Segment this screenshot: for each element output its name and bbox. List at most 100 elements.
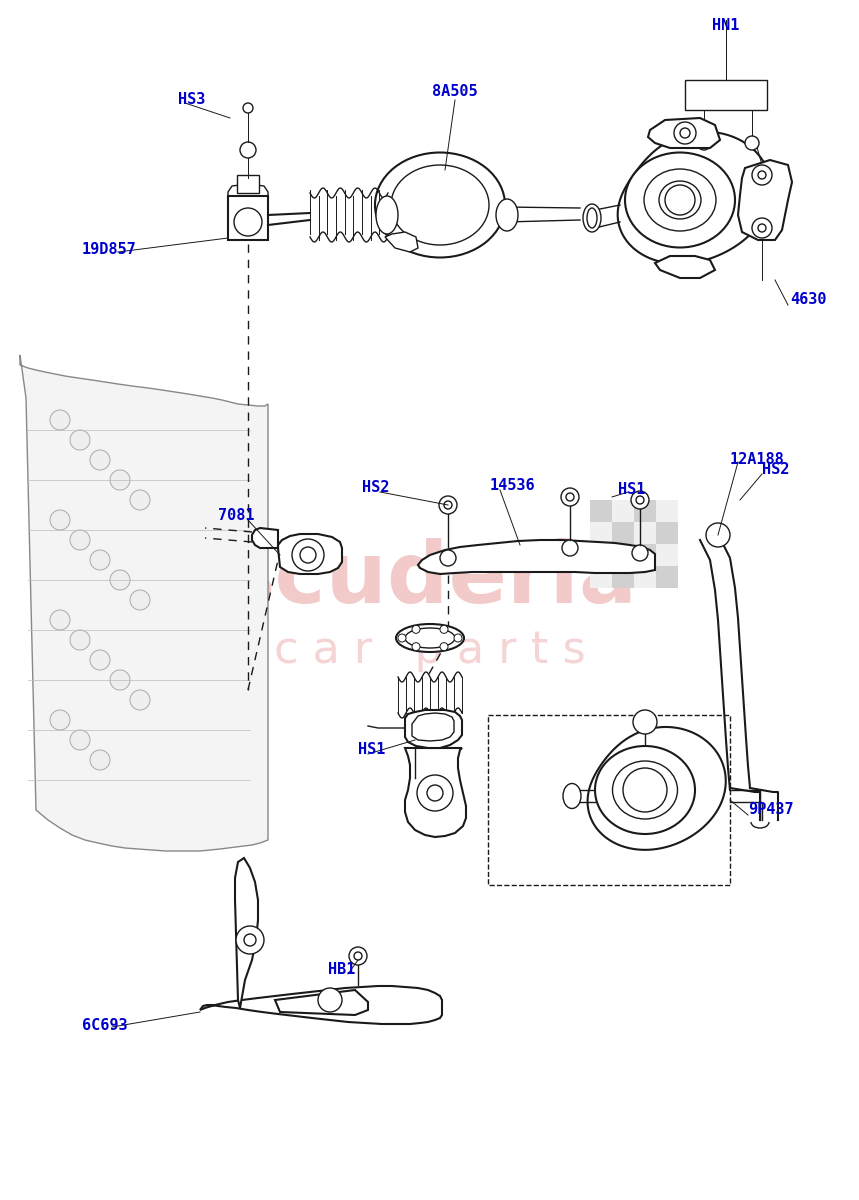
Circle shape (50, 410, 70, 430)
Ellipse shape (612, 761, 678, 818)
Polygon shape (588, 727, 726, 850)
Circle shape (758, 170, 766, 179)
Bar (590, 522, 612, 544)
Text: 6C693: 6C693 (82, 1018, 128, 1032)
Bar (634, 500, 656, 522)
Bar (612, 500, 634, 522)
Circle shape (130, 490, 150, 510)
Bar (590, 566, 612, 588)
Text: HS2: HS2 (762, 462, 789, 478)
Bar (634, 544, 656, 566)
Circle shape (398, 634, 406, 642)
Bar (656, 544, 678, 566)
Ellipse shape (625, 152, 735, 247)
Circle shape (412, 625, 420, 634)
Polygon shape (648, 118, 720, 148)
Polygon shape (228, 196, 268, 240)
Circle shape (632, 545, 648, 560)
Circle shape (90, 450, 110, 470)
Ellipse shape (563, 784, 581, 809)
Circle shape (50, 710, 70, 730)
Polygon shape (655, 256, 715, 278)
Polygon shape (385, 232, 418, 252)
Bar (685, 80, 767, 110)
Bar (612, 522, 634, 544)
Polygon shape (405, 710, 462, 748)
Circle shape (234, 208, 262, 236)
Ellipse shape (405, 628, 455, 648)
Circle shape (50, 510, 70, 530)
Bar (634, 522, 656, 544)
Circle shape (752, 164, 772, 185)
Polygon shape (738, 160, 792, 240)
Bar (590, 544, 612, 566)
Polygon shape (20, 355, 268, 851)
Text: 4630: 4630 (790, 293, 826, 307)
Text: HN1: HN1 (712, 18, 740, 32)
Bar (590, 500, 612, 522)
Circle shape (354, 952, 362, 960)
Polygon shape (228, 184, 268, 196)
Circle shape (349, 947, 367, 965)
Circle shape (90, 750, 110, 770)
Circle shape (130, 690, 150, 710)
Text: 9P437: 9P437 (748, 803, 794, 817)
Circle shape (752, 218, 772, 238)
Text: HS2: HS2 (362, 480, 389, 496)
Bar (656, 522, 678, 544)
Ellipse shape (496, 199, 518, 230)
Bar (656, 500, 678, 522)
Circle shape (623, 768, 667, 812)
Polygon shape (700, 538, 750, 790)
Bar (237, 175, 259, 193)
Circle shape (562, 540, 578, 556)
Circle shape (244, 934, 256, 946)
Circle shape (70, 630, 90, 650)
Bar (656, 566, 678, 588)
Text: 14536: 14536 (490, 479, 536, 493)
Circle shape (439, 496, 457, 514)
Ellipse shape (375, 152, 505, 258)
Circle shape (444, 502, 452, 509)
Circle shape (561, 488, 579, 506)
Polygon shape (405, 748, 466, 838)
Circle shape (758, 224, 766, 232)
Bar (612, 544, 634, 566)
Text: 8A505: 8A505 (432, 84, 478, 100)
Circle shape (236, 926, 264, 954)
Circle shape (318, 988, 342, 1012)
Circle shape (90, 650, 110, 670)
Text: HS1: HS1 (358, 743, 386, 757)
Polygon shape (275, 990, 368, 1015)
Circle shape (130, 590, 150, 610)
Ellipse shape (644, 169, 716, 230)
Ellipse shape (396, 624, 464, 652)
Ellipse shape (583, 204, 601, 232)
Polygon shape (618, 132, 771, 264)
Circle shape (566, 493, 574, 502)
Circle shape (454, 634, 462, 642)
Text: 19D857: 19D857 (82, 242, 137, 258)
Circle shape (70, 430, 90, 450)
Circle shape (300, 547, 316, 563)
Circle shape (636, 496, 644, 504)
Circle shape (427, 785, 443, 802)
Circle shape (240, 142, 256, 158)
Circle shape (440, 643, 448, 650)
Circle shape (631, 491, 649, 509)
Circle shape (697, 136, 711, 150)
Text: HS3: HS3 (178, 92, 205, 108)
Circle shape (70, 530, 90, 550)
Circle shape (50, 610, 70, 630)
Circle shape (292, 539, 324, 571)
Circle shape (706, 523, 730, 547)
Text: c a r   p a r t s: c a r p a r t s (274, 629, 586, 672)
Polygon shape (412, 713, 454, 740)
Circle shape (440, 550, 456, 566)
Polygon shape (418, 540, 655, 574)
Circle shape (243, 103, 253, 113)
Bar (488, 715, 730, 886)
Polygon shape (252, 528, 278, 548)
Circle shape (680, 128, 690, 138)
Text: 7081: 7081 (218, 509, 254, 523)
